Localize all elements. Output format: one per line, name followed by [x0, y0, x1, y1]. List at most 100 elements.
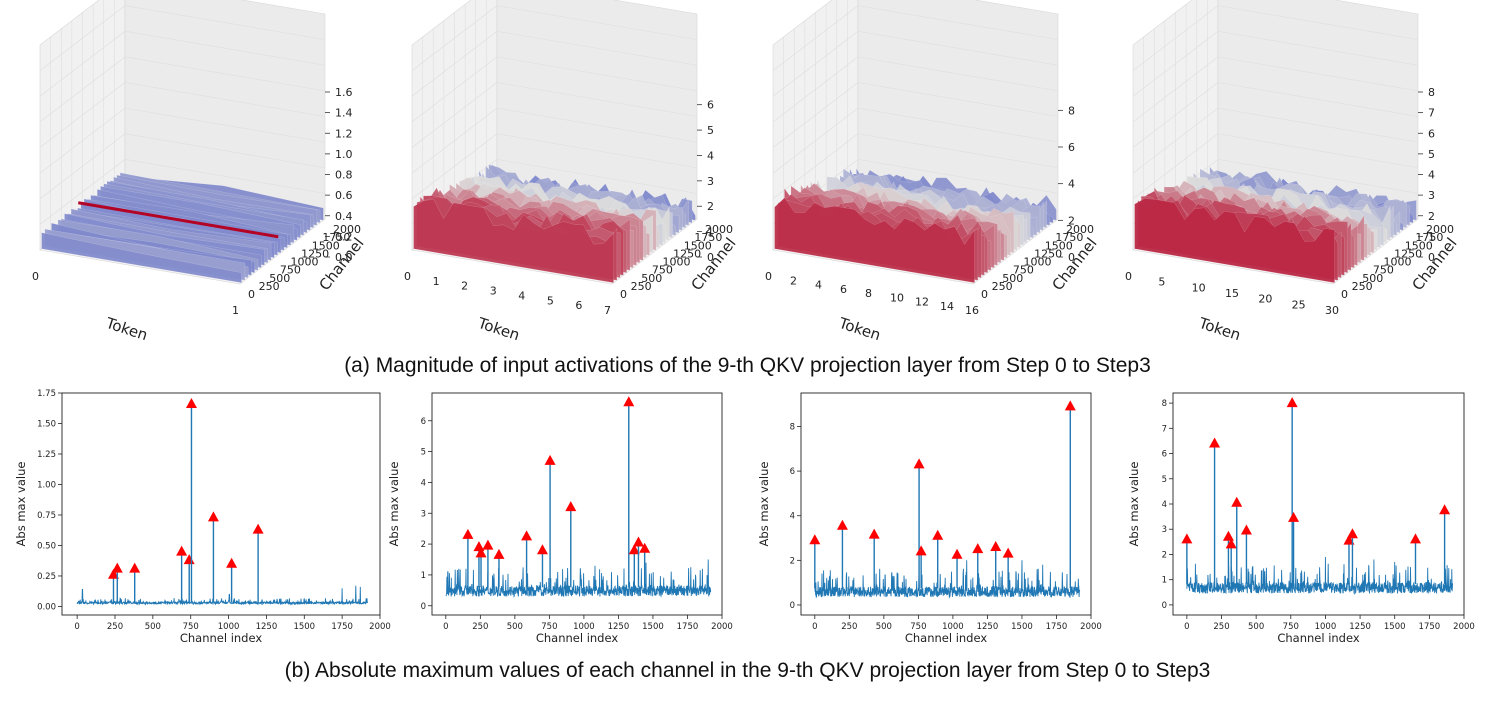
channel-tick-label: 750	[280, 264, 301, 277]
channel-tick-label: 0	[1341, 288, 1348, 301]
peak-marker	[868, 528, 880, 539]
peak-marker	[493, 548, 505, 559]
channel-tick-label: 1500	[1045, 239, 1073, 252]
wall-gridline	[1217, 30, 1419, 66]
wall-gridline	[1132, 133, 1219, 199]
peak-marker	[836, 519, 848, 530]
peak-marker	[475, 547, 487, 558]
y-tick-label: 2	[1162, 550, 1167, 560]
y-tick-label: 3	[1162, 525, 1167, 535]
wall-gridline	[772, 31, 859, 97]
z-tick-label: 8	[1068, 104, 1075, 117]
z-tick-label: 7	[1428, 107, 1435, 120]
y-tick-label: 0	[790, 601, 795, 611]
x-axis-label: Channel index	[180, 631, 263, 645]
surface-strip	[413, 199, 614, 284]
wall-gridline	[39, 5, 126, 71]
wall-gridline	[39, 82, 126, 148]
x-tick-label: 750	[910, 622, 926, 632]
y-axis-label: Abs max value	[757, 462, 771, 547]
peak-marker	[623, 396, 635, 407]
token-axis-label: Token	[475, 314, 522, 345]
peak-marker	[1343, 534, 1355, 545]
z-tick-label: 1.2	[335, 127, 353, 140]
wall-gridline	[496, 5, 698, 40]
surface-panel-2: 02468025050075010001250150017502000Chann…	[765, 0, 1101, 344]
wall-gridline	[39, 159, 126, 225]
peak-marker	[951, 548, 963, 559]
x-axis-label: Channel index	[536, 631, 619, 645]
z-tick-label: 0	[1428, 251, 1435, 264]
wall-gridline	[857, 56, 1059, 92]
channel-tick-label: 1500	[1405, 239, 1433, 252]
line-panel-3: 0 250 500 750 1000 1250 1500 1750 2000 0 1 2 3 4 5 6 7 8 C…	[1127, 392, 1475, 645]
x-axis-label: Channel index	[1277, 631, 1360, 645]
y-tick-label: 0	[421, 602, 426, 612]
y-tick-label: 3	[421, 509, 426, 519]
y-tick-label: 6	[1162, 450, 1167, 460]
x-tick-label: 1500	[293, 622, 315, 632]
y-tick-label: 1.25	[37, 450, 56, 460]
peak-marker	[185, 397, 197, 408]
peak-marker	[1439, 504, 1451, 515]
y-tick-label: 0.50	[37, 541, 56, 551]
x-tick-label: 1000	[1315, 622, 1337, 632]
peak-marker	[639, 542, 651, 553]
x-tick-label: 1750	[1419, 622, 1441, 632]
y-tick-label: 8	[1162, 399, 1167, 409]
peak-marker	[1064, 400, 1076, 411]
x-tick-label: 750	[183, 622, 199, 632]
z-tick-label: 6	[1428, 127, 1435, 140]
plot-frame	[61, 392, 381, 616]
wall-gridline	[411, 82, 498, 148]
token-tick-label: 2	[461, 280, 468, 293]
wall-gridline	[124, 30, 326, 66]
channel-tick-label: 500	[641, 272, 662, 285]
channel-tick-label: 0	[248, 288, 255, 301]
z-tick-label: 1.0	[335, 148, 353, 161]
x-tick-label: 750	[1283, 622, 1299, 632]
x-tick-label: 750	[541, 622, 557, 632]
x-tick-label: 1500	[1011, 622, 1033, 632]
token-tick-label: 1	[232, 304, 239, 317]
token-tick-label: 4	[815, 279, 822, 292]
z-tick-label: 5	[1428, 148, 1435, 161]
z-tick-label: 0	[1068, 251, 1075, 264]
wall-gridline	[124, 5, 326, 40]
x-tick-label: 250	[1213, 622, 1229, 632]
x-tick-label: 500	[145, 622, 161, 632]
channel-tick-label: 1000	[1384, 256, 1412, 269]
wall-gridline	[1217, 107, 1419, 143]
peak-marker	[544, 454, 556, 465]
channel-tick-label: 1500	[312, 239, 340, 252]
x-tick-label: 250	[107, 622, 123, 632]
line-panel-0: 0 250 500 750 1000 1250 1500 1750 2000 0.00 0.25 0.…	[14, 389, 391, 645]
wall-gridline	[772, 133, 859, 199]
y-tick-label: 0.75	[37, 511, 56, 521]
x-tick-label: 1250	[608, 622, 630, 632]
channel-tick-label: 1250	[301, 247, 329, 260]
token-tick-label: 4	[518, 289, 525, 302]
x-tick-label: 2000	[369, 622, 391, 632]
surface-panel-3: 012345678025050075010001250150017502000C…	[1125, 0, 1461, 344]
z-tick-label: 6	[707, 99, 714, 112]
x-tick-label: 500	[1248, 622, 1264, 632]
z-tick-label: 0.0	[335, 251, 353, 264]
wall-gridline	[39, 56, 126, 123]
z-tick-label: 3	[1428, 189, 1435, 202]
z-tick-label: 0.2	[335, 230, 353, 243]
y-tick-label: 8	[790, 422, 795, 432]
peak-marker	[1410, 533, 1421, 544]
x-axis-label: Channel index	[905, 631, 988, 645]
z-tick-label: 4	[707, 149, 714, 162]
wall-gridline	[496, 82, 698, 117]
y-tick-label: 0	[1162, 601, 1167, 611]
channel-tick-label: 750	[1373, 264, 1394, 277]
z-tick-label: 1.6	[335, 86, 353, 99]
wall-gridline	[857, 30, 1059, 66]
z-tick-label: 8	[1428, 86, 1435, 99]
plot-frame	[800, 392, 1092, 616]
peak-marker	[915, 545, 927, 556]
channel-tick-label: 1750	[1055, 231, 1083, 244]
token-tick-label: 6	[575, 299, 582, 312]
